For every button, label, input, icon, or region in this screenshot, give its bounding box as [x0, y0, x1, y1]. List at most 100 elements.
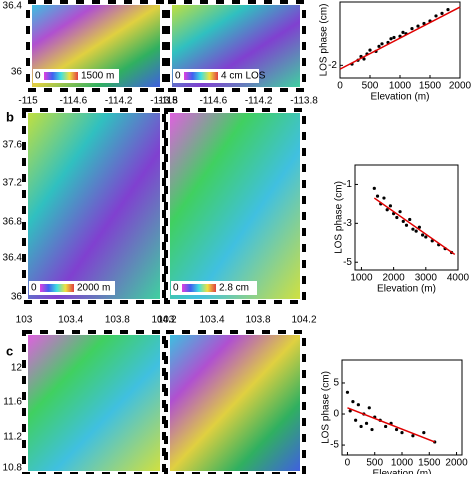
map-x-tick-label: 103.4 — [199, 315, 224, 326]
point — [411, 434, 415, 438]
point — [356, 403, 360, 407]
point — [411, 227, 415, 231]
map-y-tick-label: 12 — [11, 363, 23, 374]
map-image — [28, 335, 160, 471]
x-axis-label: Elevation (m) — [373, 469, 432, 474]
map-x-tick-label: 103.8 — [245, 315, 270, 326]
point — [398, 210, 402, 214]
point — [446, 7, 450, 12]
point — [401, 219, 405, 223]
fit-line — [347, 407, 436, 443]
point — [422, 431, 426, 435]
y-tick-label: 5 — [333, 378, 339, 389]
map-y-tick-label: 11.6 — [3, 397, 22, 408]
y-tick-label: 0 — [333, 409, 339, 420]
x-tick-label: 500 — [366, 458, 383, 469]
panel-label: b — [6, 109, 14, 124]
point — [424, 235, 428, 239]
colorbar — [184, 72, 218, 80]
map-x-tick-label: -115 — [18, 96, 38, 107]
point — [414, 229, 418, 233]
y-tick-label: -1 — [343, 179, 352, 190]
colorbar-min: 0 — [175, 71, 181, 82]
map-x-tick-label: 103 — [16, 315, 33, 326]
map-y-tick-label: 36.4 — [3, 1, 23, 12]
point — [348, 409, 352, 413]
point — [389, 37, 393, 41]
fit-line — [339, 6, 461, 70]
point — [392, 35, 396, 40]
colorbar — [44, 72, 78, 80]
map-y-tick-label: 36 — [11, 67, 23, 78]
map-image — [170, 335, 300, 471]
x-tick-label: 1500 — [418, 458, 441, 469]
y-axis-label: LOS phase (cm) — [319, 4, 330, 77]
point — [372, 186, 376, 190]
fit-line — [373, 197, 456, 256]
point — [370, 427, 374, 432]
panel-label: c — [6, 343, 13, 358]
x-tick-label: 2000 — [449, 81, 472, 92]
map-image — [28, 113, 160, 299]
point — [351, 400, 355, 404]
point — [367, 406, 371, 410]
x-tick-label: 1000 — [391, 458, 414, 469]
point — [385, 208, 389, 212]
map-y-tick-label: 37.6 — [3, 140, 23, 151]
colorbar-max: 2000 m — [77, 283, 110, 294]
point — [375, 194, 380, 198]
map-y-tick-label: 37.2 — [3, 178, 23, 189]
point — [422, 21, 426, 26]
point — [410, 27, 414, 31]
point — [377, 44, 381, 48]
map-y-tick-label: 36.8 — [3, 217, 23, 228]
y-tick-label: -3 — [343, 218, 352, 229]
x-axis-label: Elevation (m) — [377, 284, 436, 295]
point — [345, 390, 350, 394]
point — [380, 42, 384, 46]
point — [400, 431, 404, 435]
point — [408, 217, 412, 222]
x-tick-label: 3000 — [415, 273, 438, 284]
point — [417, 225, 421, 229]
point — [416, 24, 420, 28]
point — [368, 48, 372, 52]
map-x-tick-label: 104.2 — [151, 315, 176, 326]
point — [362, 57, 366, 61]
x-axis-label: Elevation (m) — [371, 92, 430, 103]
point — [440, 11, 444, 15]
y-axis-label: LOS phase (cm) — [321, 371, 332, 444]
colorbar-min: 0 — [31, 283, 37, 294]
point — [364, 421, 369, 425]
plot-frame — [354, 164, 459, 271]
plot-frame — [341, 359, 463, 456]
x-tick-label: 0 — [345, 458, 351, 469]
map-y-tick-label: 11.2 — [3, 432, 22, 443]
colorbar-max: 1500 m — [81, 71, 114, 82]
x-tick-label: 2000 — [383, 273, 406, 284]
map-y-tick-label: 36 — [11, 292, 23, 303]
point — [382, 196, 386, 200]
x-tick-label: 500 — [362, 81, 379, 92]
map-y-tick-label: 10.8 — [3, 463, 23, 474]
map-x-tick-label: 104.2 — [291, 315, 316, 326]
x-tick-label: 1500 — [419, 81, 442, 92]
map-x-tick-label: 103 — [158, 315, 175, 326]
colorbar — [40, 284, 74, 292]
colorbar-min: 0 — [35, 71, 41, 82]
x-tick-label: 4000 — [447, 273, 470, 284]
map-x-tick-label: -115 — [158, 96, 178, 107]
map-x-tick-label: -114.6 — [200, 96, 228, 107]
y-axis-label: LOS phase (cm) — [334, 181, 345, 254]
point — [434, 14, 438, 18]
point — [384, 424, 388, 429]
point — [394, 427, 399, 432]
map-x-tick-label: 103.8 — [105, 315, 130, 326]
point — [359, 424, 363, 429]
map-x-tick-label: 103.4 — [58, 315, 83, 326]
colorbar-max: 4 cm LOS — [221, 71, 266, 82]
x-tick-label: 2000 — [445, 458, 468, 469]
map-image — [170, 113, 300, 299]
y-tick-label: -2 — [328, 60, 337, 71]
